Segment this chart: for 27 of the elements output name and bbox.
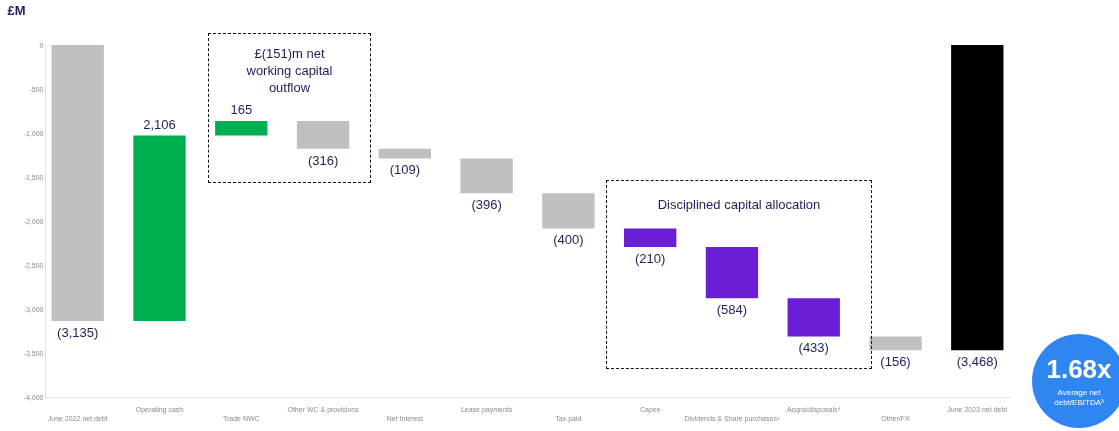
annotation: £(151)m net working capital outflow [246, 46, 333, 95]
data-label: (210) [634, 250, 666, 266]
bar [951, 45, 1004, 351]
data-label: (396) [471, 197, 502, 213]
data-label: (584) [716, 302, 748, 318]
data-label: (109) [389, 162, 421, 178]
data-label: (3,135) [57, 324, 99, 340]
data-label: (400) [553, 232, 584, 248]
bar [624, 228, 677, 247]
data-label: 165 [230, 102, 253, 118]
annotation: Disciplined capital allocation [657, 197, 821, 212]
bar [51, 45, 104, 321]
bar [296, 121, 350, 149]
bar [133, 135, 186, 321]
data-label: (3,468) [956, 354, 998, 370]
bar [215, 121, 268, 136]
bar [869, 336, 922, 351]
data-label: (156) [880, 354, 911, 370]
bar [705, 246, 759, 299]
bar [787, 298, 840, 337]
bar [460, 158, 513, 194]
bar [378, 148, 431, 159]
y-axis-title: £M [7, 2, 26, 18]
data-label: 2,106 [143, 116, 176, 132]
bar [542, 193, 595, 229]
data-label: (316) [307, 152, 339, 168]
data-label: (433) [798, 340, 829, 356]
